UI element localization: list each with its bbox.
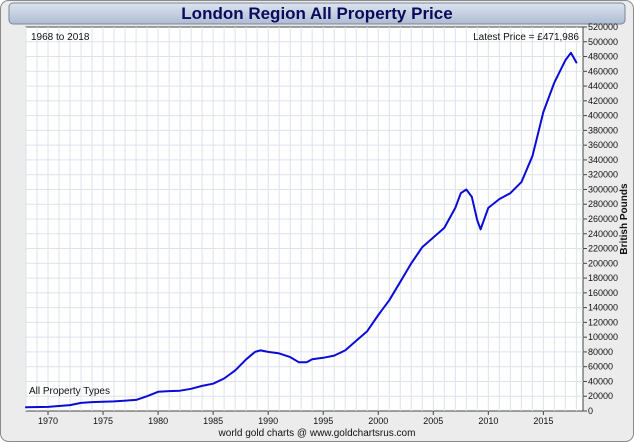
y-tick-label: 240000	[588, 229, 618, 239]
y-tick-label: 320000	[588, 170, 618, 180]
y-tick-label: 180000	[588, 273, 618, 283]
y-tick-label: 400000	[588, 111, 618, 121]
x-tick-label: 1975	[93, 416, 113, 426]
grid	[25, 27, 583, 411]
latest-price-label: Latest Price = £471,986	[473, 32, 579, 43]
x-tick-label: 2015	[533, 416, 553, 426]
y-axis-label: British Pounds	[619, 183, 630, 255]
x-tick-label: 2005	[423, 416, 443, 426]
series-legend-label: All Property Types	[29, 386, 110, 397]
y-tick-label: 260000	[588, 214, 618, 224]
y-tick-label: 0	[588, 406, 593, 416]
y-tick-label: 440000	[588, 81, 618, 91]
y-tick-label: 60000	[588, 362, 613, 372]
y-tick-label: 280000	[588, 199, 618, 209]
y-tick-label: 160000	[588, 288, 618, 298]
series-line-all-property-types	[25, 51, 578, 409]
y-tick-label: 380000	[588, 125, 618, 135]
y-tick-label: 460000	[588, 66, 618, 76]
y-tick-label: 340000	[588, 155, 618, 165]
footer-credit: world gold charts @ www.goldchartsrus.co…	[218, 428, 416, 439]
x-tick-label: 1985	[203, 416, 223, 426]
y-tick-label: 20000	[588, 391, 613, 401]
y-tick-label: 120000	[588, 317, 618, 327]
x-tick-label: 1990	[258, 416, 278, 426]
x-tick-label: 2010	[478, 416, 498, 426]
y-tick-label: 140000	[588, 303, 618, 313]
x-axis: 1970 1975 1980 1985 1990 1995 2000 2005 2010 2015	[38, 411, 553, 426]
date-range-label: 1968 to 2018	[31, 32, 90, 43]
y-axis: 0 20000 40000 60000 80000 100000 120000 140000 1…	[583, 22, 618, 416]
chart-title: London Region All Property Price	[181, 4, 452, 23]
y-tick-label: 200000	[588, 258, 618, 268]
x-tick-label: 1980	[148, 416, 168, 426]
y-tick-label: 80000	[588, 347, 613, 357]
y-tick-label: 220000	[588, 244, 618, 254]
title-bar	[8, 2, 626, 25]
y-tick-label: 360000	[588, 140, 618, 150]
x-tick-label: 1995	[313, 416, 333, 426]
y-tick-label: 520000	[588, 22, 618, 32]
y-tick-label: 500000	[588, 37, 618, 47]
y-tick-label: 300000	[588, 184, 618, 194]
x-tick-label: 1970	[38, 416, 58, 426]
y-tick-label: 480000	[588, 52, 618, 62]
y-tick-label: 100000	[588, 332, 618, 342]
y-tick-label: 40000	[588, 376, 613, 386]
x-tick-label: 2000	[368, 416, 388, 426]
y-tick-label: 420000	[588, 96, 618, 106]
